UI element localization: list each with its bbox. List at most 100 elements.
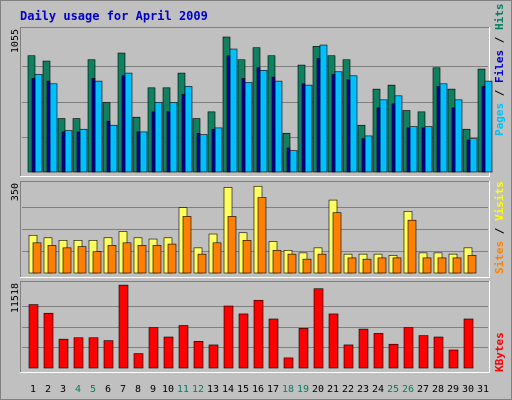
bar-pages-day-19 <box>304 84 313 173</box>
bar-sites-day-14 <box>227 216 237 274</box>
legend-entry: / <box>493 83 506 103</box>
bar-sites-day-25 <box>392 257 402 274</box>
bar-sites-day-23 <box>362 258 372 274</box>
bar-pages-day-14 <box>229 48 238 173</box>
panel-legend: Sites / Visits <box>493 181 506 274</box>
bar-pages-day-20 <box>319 44 328 173</box>
bar-files-day-5 <box>91 78 96 173</box>
x-tick-label: 14 <box>222 384 234 395</box>
chart-title: Daily usage for April 2009 <box>20 9 208 23</box>
legend-entry: / <box>493 30 506 50</box>
x-tick-label: 18 <box>282 384 294 395</box>
bar-sites-day-2 <box>47 245 57 274</box>
bar-sites-day-24 <box>377 257 387 274</box>
x-tick-label: 11 <box>177 384 189 395</box>
bar-files-day-23 <box>361 138 366 173</box>
bar-sites-day-17 <box>272 250 282 274</box>
bar-kbytes-day-5 <box>88 337 99 369</box>
bar-sites-day-22 <box>347 257 357 274</box>
bar-pages-day-17 <box>274 80 283 173</box>
bar-files-day-15 <box>241 78 246 173</box>
bar-sites-day-4 <box>77 246 87 274</box>
legend-entry: Sites <box>493 241 506 274</box>
x-tick-label: 25 <box>387 384 399 395</box>
bar-sites-day-26 <box>407 219 417 274</box>
panel-ymax-label: 1055 <box>10 29 21 53</box>
bar-pages-day-21 <box>334 71 343 173</box>
bar-kbytes-day-30 <box>463 318 474 369</box>
bar-files-day-20 <box>316 58 321 173</box>
bar-pages-day-25 <box>394 95 403 173</box>
bar-kbytes-day-16 <box>253 299 264 369</box>
chart-panels: 1055 Pages / Files / Hits 350 Sites / Visit… <box>10 4 506 373</box>
x-tick-label: 1 <box>30 384 36 395</box>
bar-sites-day-10 <box>167 243 177 274</box>
x-tick-label: 30 <box>462 384 474 395</box>
bar-files-day-6 <box>106 120 111 173</box>
bar-sites-day-20 <box>317 253 327 274</box>
bar-files-day-19 <box>301 83 306 173</box>
bar-sites-day-19 <box>302 258 312 274</box>
panel-hits-files-pages: 1055 Pages / Files / Hits <box>10 4 506 177</box>
bar-kbytes-day-4 <box>73 337 84 369</box>
x-tick-label: 8 <box>135 384 141 395</box>
bar-files-day-14 <box>226 55 231 173</box>
bar-files-day-3 <box>61 131 66 173</box>
x-tick-label: 16 <box>252 384 264 395</box>
bar-files-day-25 <box>391 103 396 173</box>
bar-files-day-22 <box>346 79 351 173</box>
bar-kbytes-day-1 <box>28 304 39 369</box>
bar-files-day-30 <box>466 139 471 173</box>
bar-pages-day-5 <box>94 80 103 173</box>
legend-entry: Pages <box>493 103 506 136</box>
bar-kbytes-day-27 <box>418 335 429 369</box>
bar-kbytes-day-13 <box>208 344 219 369</box>
bar-pages-day-28 <box>439 83 448 173</box>
bar-files-day-21 <box>331 74 336 173</box>
x-tick-label: 26 <box>402 384 414 395</box>
bar-kbytes-day-2 <box>43 312 54 369</box>
bar-kbytes-day-14 <box>223 305 234 369</box>
bar-pages-day-2 <box>49 83 58 173</box>
x-tick-label: 29 <box>447 384 459 395</box>
bar-files-day-26 <box>406 127 411 173</box>
bar-kbytes-day-26 <box>403 327 414 369</box>
bar-files-day-11 <box>181 94 186 173</box>
panel-legend: KBytes <box>493 332 506 372</box>
bar-pages-day-1 <box>34 74 43 173</box>
bar-files-day-24 <box>376 107 381 173</box>
panel-ymax-label: 350 <box>10 183 21 201</box>
bar-kbytes-day-8 <box>133 353 144 369</box>
bar-files-day-17 <box>271 76 276 173</box>
legend-entry: Files <box>493 50 506 83</box>
bar-pages-day-3 <box>64 130 73 173</box>
legend-entry: Visits <box>493 181 506 221</box>
bar-kbytes-day-19 <box>298 328 309 369</box>
bar-kbytes-day-23 <box>358 328 369 369</box>
panel-ymax-label: 11518 <box>10 283 21 313</box>
bar-kbytes-day-15 <box>238 313 249 369</box>
bar-pages-day-27 <box>424 126 433 173</box>
bar-pages-day-11 <box>184 86 193 173</box>
bar-files-day-18 <box>286 147 291 173</box>
panel-kbytes: 11518 KBytes <box>10 281 506 373</box>
x-tick-label: 20 <box>312 384 324 395</box>
bar-sites-day-13 <box>212 242 222 274</box>
bar-sites-day-28 <box>437 257 447 274</box>
bar-kbytes-day-21 <box>328 313 339 369</box>
bar-pages-day-7 <box>124 72 133 173</box>
x-tick-label: 31 <box>477 384 489 395</box>
panel-legend: Pages / Files / Hits <box>493 4 506 137</box>
bar-kbytes-day-25 <box>388 343 399 369</box>
x-tick-label: 2 <box>45 384 51 395</box>
bar-kbytes-day-20 <box>313 288 324 369</box>
bar-sites-day-6 <box>107 245 117 274</box>
bar-kbytes-day-29 <box>448 349 459 369</box>
bar-sites-day-9 <box>152 245 162 274</box>
bar-kbytes-day-28 <box>433 336 444 369</box>
bar-kbytes-day-7 <box>118 284 129 369</box>
bar-kbytes-day-3 <box>58 338 69 369</box>
bar-kbytes-day-10 <box>163 336 174 369</box>
bar-files-day-10 <box>166 111 171 173</box>
